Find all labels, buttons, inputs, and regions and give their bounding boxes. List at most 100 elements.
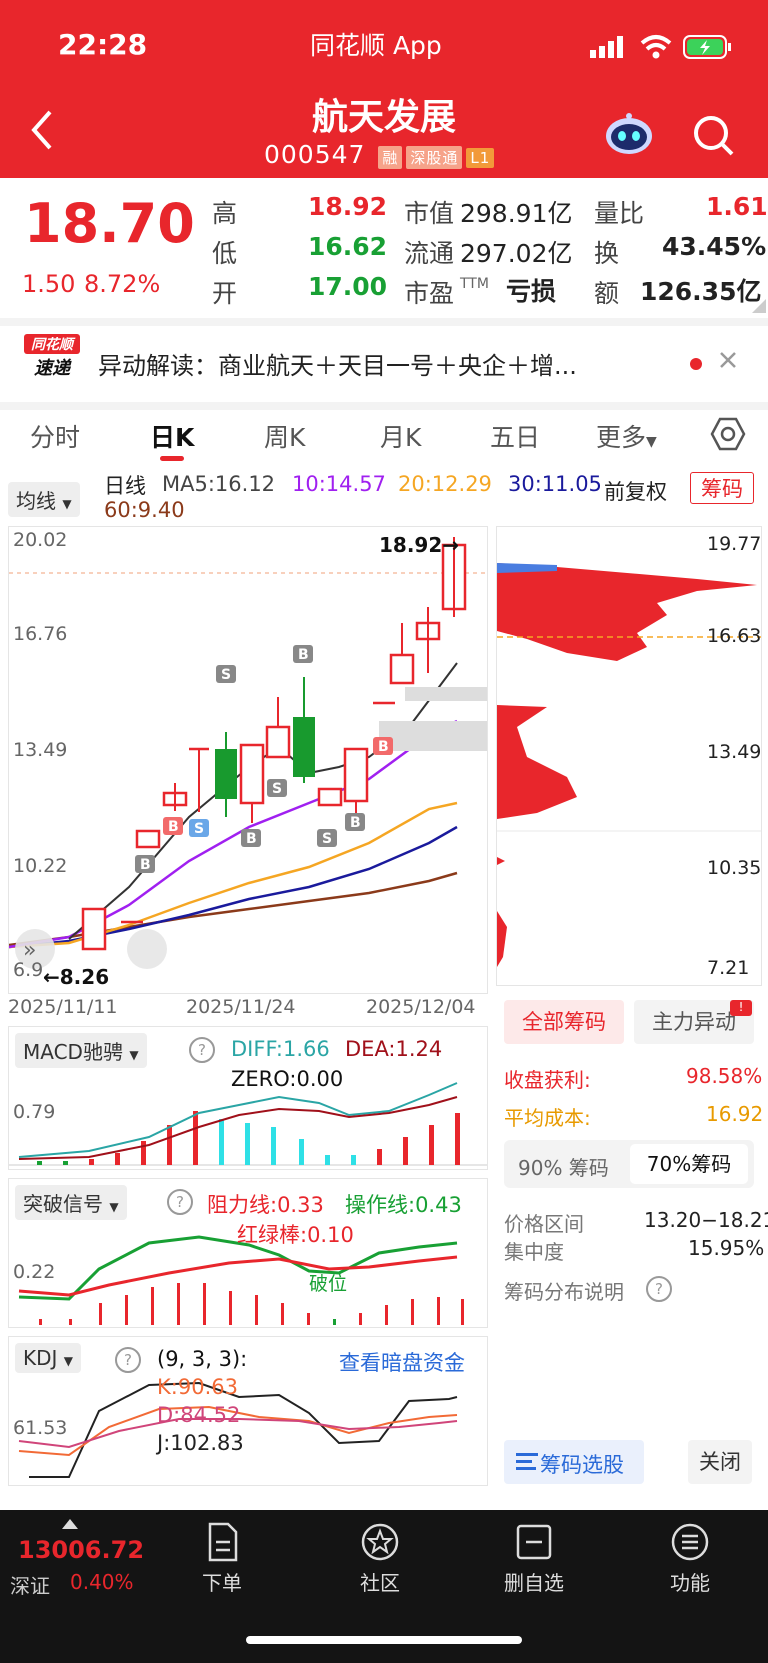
macd-panel: MACD驰骋 ▼ ? DIFF:1.66 DEA:1.24 ZERO:0.00 …: [8, 1026, 488, 1170]
candle: [265, 725, 291, 759]
breakout-selector[interactable]: 突破信号 ▼: [15, 1185, 127, 1220]
close-news-icon[interactable]: [718, 350, 738, 374]
chip-stock-pick-label: 筹码选股: [540, 1453, 624, 1477]
svg-text:S: S: [322, 831, 332, 847]
chip-90-button[interactable]: 90% 筹码: [518, 1156, 609, 1180]
caret-down-icon: ▼: [109, 1200, 119, 1214]
dark-pool-link[interactable]: 查看暗盘资金: [339, 1351, 465, 1375]
low-marker: ←8.26: [43, 965, 110, 989]
ma5-label: MA5:16.12: [162, 472, 276, 496]
wifi-icon: [640, 34, 672, 64]
kline-y-label: 6.9: [13, 959, 44, 981]
kline-svg: B B S S B S B S B B »: [8, 537, 487, 969]
help-icon[interactable]: ?: [189, 1037, 215, 1063]
avg-cost-label: 平均成本:: [504, 1106, 591, 1130]
price-range-value: 13.20−18.21: [644, 1208, 768, 1232]
breakout-signal-panel: 突破信号 ▼ ? 阻力线:0.33 操作线:0.43 红绿棒:0.10 破位 0…: [8, 1178, 488, 1328]
kdj-panel: KDJ ▼ ? (9, 3, 3): 查看暗盘资金 K:90.63 D:84.5…: [8, 1336, 488, 1486]
svg-text:B: B: [350, 815, 361, 831]
price-change-pct: 8.72%: [84, 270, 161, 298]
macd-svg: [9, 1082, 487, 1166]
caret-down-icon: ▼: [646, 434, 657, 450]
kdj-d: D:84.52: [157, 1403, 241, 1427]
caret-down-icon: ▼: [63, 1354, 74, 1368]
ma30-line: [8, 825, 458, 949]
search-icon[interactable]: [692, 114, 736, 162]
candle: [239, 743, 265, 805]
tab-daily-k[interactable]: 日K: [150, 423, 195, 452]
price-range-label: 价格区间: [504, 1212, 584, 1236]
help-icon[interactable]: ?: [167, 1189, 193, 1215]
nav-functions[interactable]: 功能: [630, 1522, 750, 1596]
breakdown-note: 破位: [309, 1273, 348, 1295]
unread-dot-icon: [690, 358, 702, 370]
tab-all-chips[interactable]: 全部筹码: [504, 1000, 624, 1044]
k-line: [18, 1405, 458, 1457]
tab-weekly-k[interactable]: 周K: [264, 423, 306, 452]
signal-marker-s: [317, 829, 337, 847]
tab-intraday[interactable]: 分时: [30, 423, 81, 452]
high-label: 高: [212, 199, 238, 228]
chip-svg: [497, 563, 761, 967]
high-marker: 18.92→: [379, 533, 460, 557]
robot-assistant-icon[interactable]: [604, 112, 654, 160]
signal-marker-b: [135, 855, 155, 873]
index-pct: 0.40%: [70, 1570, 134, 1594]
nav-order[interactable]: 下单: [162, 1522, 282, 1596]
candle: [81, 907, 107, 951]
index-value[interactable]: 13006.72: [18, 1536, 145, 1564]
nav-community[interactable]: 社区: [320, 1522, 440, 1596]
chip-explain-link[interactable]: 筹码分布说明: [504, 1280, 624, 1304]
tag-level1: L1: [466, 148, 495, 168]
bottom-bar: 13006.72 深证 0.40% 下单 社区 删自选 功能: [0, 1510, 768, 1663]
low-value: 16.62: [308, 232, 388, 261]
svg-text:S: S: [194, 821, 204, 837]
kdj-y-label: 61.53: [13, 1417, 68, 1439]
tab-monthly-k[interactable]: 月K: [380, 423, 422, 452]
kdj-selector[interactable]: KDJ ▼: [15, 1343, 82, 1373]
ma-selector[interactable]: 均线 ▼: [8, 482, 80, 517]
chip-70-button[interactable]: 70%筹码: [630, 1144, 748, 1184]
expand-left-icon[interactable]: [15, 929, 55, 969]
nav-community-label: 社区: [360, 1571, 400, 1595]
chip-close-button[interactable]: 关闭: [688, 1440, 752, 1484]
mcap-value: 298.91亿: [460, 199, 573, 228]
stock-code-row: 000547 融深股通 L1: [264, 140, 495, 169]
community-icon: [361, 1523, 399, 1561]
ma10-label: 10:14.57: [292, 472, 386, 496]
news-banner[interactable]: 同花顺 速递 异动解读：商业航天＋天目一号＋央企＋增...: [0, 318, 768, 410]
svg-text:B: B: [246, 831, 257, 847]
help-icon[interactable]: ?: [115, 1347, 141, 1373]
nav-order-label: 下单: [202, 1571, 242, 1595]
concentration-value: 15.95%: [688, 1236, 765, 1260]
nav-remove-watchlist[interactable]: 删自选: [474, 1522, 594, 1596]
ma30-label: 30:11.05: [508, 472, 602, 496]
chip-y-label: 16.63: [707, 625, 762, 647]
signal-marker-s: [189, 819, 209, 837]
nav-remove-label: 删自选: [504, 1571, 564, 1595]
macd-selector[interactable]: MACD驰骋 ▼: [15, 1033, 147, 1068]
fullscreen-icon[interactable]: [127, 929, 167, 969]
adjust-mode[interactable]: 前复权: [604, 480, 667, 504]
caret-down-icon: ▼: [62, 497, 72, 511]
news-text: 异动解读：商业航天＋天目一号＋央企＋增...: [98, 352, 577, 380]
back-button[interactable]: [30, 110, 54, 154]
news-logo: 同花顺 速递: [24, 334, 80, 380]
candles: [81, 537, 467, 951]
help-icon[interactable]: ?: [646, 1276, 672, 1302]
tag-connect: 深股通: [406, 146, 463, 169]
settings-hexagon-icon[interactable]: [710, 416, 746, 456]
alert-badge-icon: !: [730, 1000, 752, 1016]
signal-marker-s: [267, 779, 287, 797]
chip-y-label: 13.49: [707, 741, 762, 763]
caret-down-icon: ▼: [129, 1048, 139, 1062]
index-expand-icon[interactable]: [62, 1514, 78, 1533]
chips-button[interactable]: 筹码: [690, 472, 754, 504]
tab-more[interactable]: 更多▼: [596, 418, 657, 454]
app-header: 22:28 同花顺 App 航天发展 000547 融深股通 L1: [0, 0, 768, 178]
kline-chart[interactable]: B B S S B S B S B B » 20.02 16.76 13.49 …: [8, 526, 488, 994]
tab-five-day[interactable]: 五日: [490, 423, 541, 452]
amount-value: 126.35亿: [640, 277, 762, 306]
chip-stock-pick-button[interactable]: 筹码选股: [504, 1440, 644, 1484]
signal-marker-b: [345, 813, 365, 831]
